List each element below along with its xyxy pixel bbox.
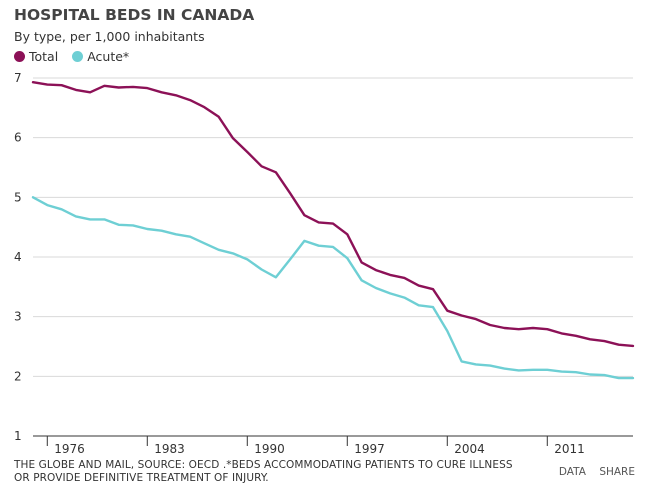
series-line-total (31, 81, 635, 348)
y-tick-label-3: 3 (14, 310, 22, 324)
y-tick-label-5: 5 (14, 190, 22, 204)
y-tick-label-2: 2 (14, 369, 22, 383)
x-tick-label-1983: 1983 (154, 442, 185, 456)
legend-dot (14, 51, 25, 62)
legend: Total Acute* (14, 49, 143, 64)
y-tick-label-7: 7 (14, 71, 22, 85)
x-tick-label-1997: 1997 (354, 442, 385, 456)
legend-dot (72, 51, 84, 62)
legend-item-acute: Acute* (72, 49, 129, 64)
chart-subtitle: By type, per 1,000 inhabitants (14, 29, 205, 44)
source-line-2: OR PROVIDE DEFINITIVE TREATMENT OF INJUR… (14, 472, 269, 484)
y-tick-label-1: 1 (14, 429, 22, 443)
series-line-acute (31, 196, 635, 380)
x-tick-label-2004: 2004 (454, 442, 485, 456)
source-line-1: THE GLOBE AND MAIL, SOURCE: OECD .*BEDS … (14, 459, 513, 471)
y-tick-label-4: 4 (14, 250, 22, 264)
share-link[interactable]: SHARE (599, 466, 635, 478)
y-tick-label-6: 6 (14, 131, 22, 145)
x-tick-label-2011: 2011 (554, 442, 585, 456)
data-link[interactable]: DATA (558, 466, 586, 478)
chart-title: HOSPITAL BEDS IN CANADA (14, 6, 255, 24)
x-tick-label-1976: 1976 (54, 442, 85, 456)
source-note: THE GLOBE AND MAIL, SOURCE: OECD .*BEDS … (14, 459, 513, 485)
legend-label: Acute* (87, 49, 130, 64)
footer-links: DATA SHARE (549, 466, 635, 478)
legend-label: Total (29, 49, 59, 64)
legend-item-total: Total (14, 49, 58, 64)
x-tick-label-1990: 1990 (254, 442, 285, 456)
